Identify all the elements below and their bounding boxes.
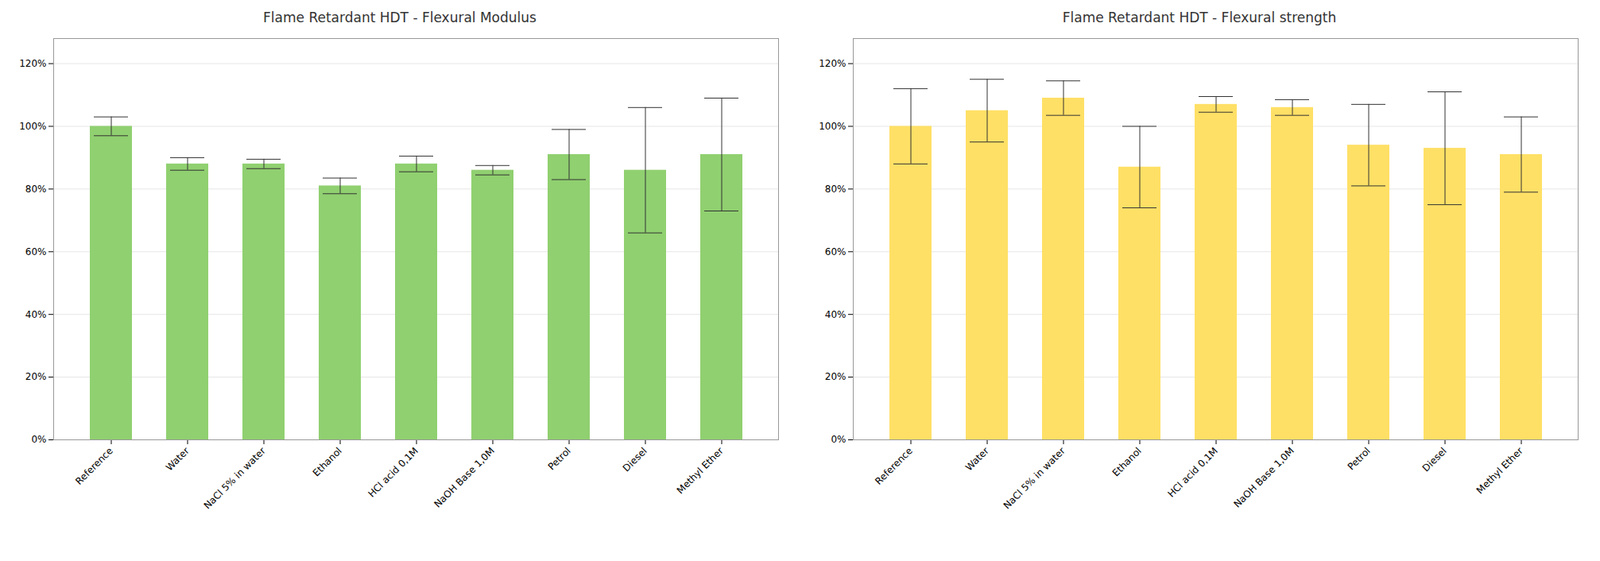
svg-text:Petrol: Petrol <box>1345 445 1373 473</box>
svg-text:NaCl 5% in water: NaCl 5% in water <box>1001 445 1068 512</box>
svg-text:0%: 0% <box>30 433 47 446</box>
svg-text:Ethanol: Ethanol <box>310 445 345 479</box>
svg-text:0%: 0% <box>830 433 846 446</box>
svg-text:NaOH Base 1,0M: NaOH Base 1,0M <box>431 445 496 510</box>
svg-text:40%: 40% <box>25 309 47 321</box>
svg-text:80%: 80% <box>825 183 847 195</box>
svg-text:Diesel: Diesel <box>1420 445 1449 474</box>
svg-text:100%: 100% <box>818 120 846 132</box>
svg-text:HCl acid 0,1M: HCl acid 0,1M <box>1165 445 1220 500</box>
svg-text:120%: 120% <box>818 58 846 70</box>
svg-text:20%: 20% <box>825 371 847 383</box>
svg-text:Petrol: Petrol <box>546 445 574 473</box>
svg-text:20%: 20% <box>25 371 47 383</box>
html-text:Flame Retardant HDT - Flexural: Flame Retardant HDT - Flexural strength <box>1062 9 1337 26</box>
svg-text:80%: 80% <box>25 183 47 195</box>
svg-text:Methyl Ether: Methyl Ether <box>1474 445 1526 496</box>
svg-text:Ethanol: Ethanol <box>1110 445 1144 479</box>
svg-text:60%: 60% <box>25 246 47 258</box>
svg-text:Water: Water <box>963 445 992 473</box>
svg-text:60%: 60% <box>825 246 847 258</box>
svg-text:NaCl 5% in water: NaCl 5% in water <box>201 445 268 512</box>
svg-text:Reference: Reference <box>73 445 116 488</box>
svg-text:NaOH Base 1,0M: NaOH Base 1,0M <box>1231 445 1296 510</box>
svg-text:Water: Water <box>163 445 192 473</box>
svg-text:Methyl Ether: Methyl Ether <box>674 445 726 496</box>
svg-text:120%: 120% <box>19 58 47 70</box>
svg-text:Diesel: Diesel <box>620 445 650 474</box>
svg-text:40%: 40% <box>825 309 847 321</box>
svg-text:Reference: Reference <box>872 445 915 488</box>
svg-text:HCl acid 0,1M: HCl acid 0,1M <box>365 445 420 500</box>
svg-text:100%: 100% <box>19 120 47 132</box>
html-text:Flame Retardant HDT - Flexural: Flame Retardant HDT - Flexural Modulus <box>263 9 537 26</box>
